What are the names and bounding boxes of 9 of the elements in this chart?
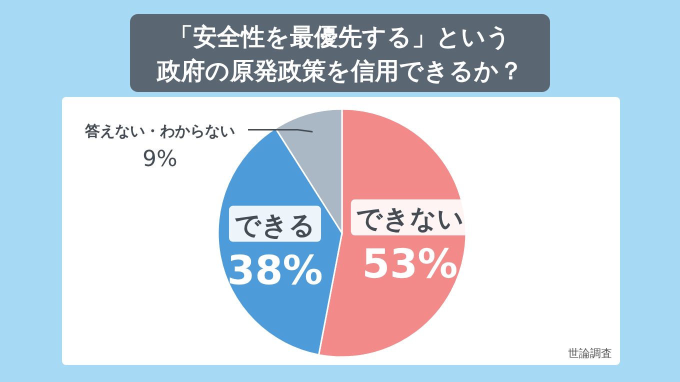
data-label: 9% — [142, 146, 178, 172]
chart-subtitle: 政府の原発政策を信用できるか？ — [156, 57, 523, 85]
data-label: 38% — [227, 248, 323, 294]
data-label: 53% — [362, 241, 458, 288]
chart-title: 「安全性を最優先する」という — [169, 23, 511, 51]
slice-label: 答えない・わからない — [84, 122, 235, 140]
slice-label: できる — [234, 210, 316, 241]
text: 世論調査 — [568, 347, 612, 360]
slice-label: できない — [356, 204, 464, 234]
